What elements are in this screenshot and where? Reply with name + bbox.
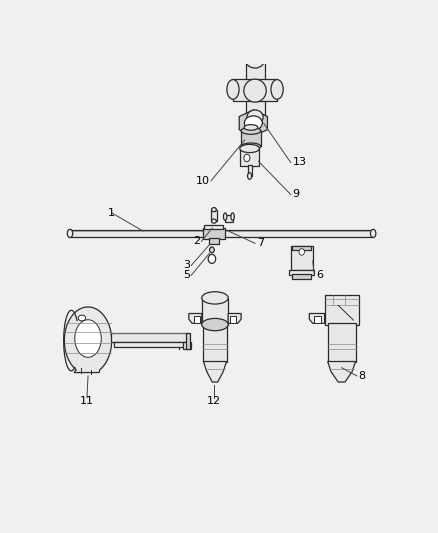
Ellipse shape bbox=[247, 110, 263, 125]
Ellipse shape bbox=[212, 219, 216, 223]
Bar bbox=[289, 270, 314, 276]
Bar bbox=[246, 63, 265, 87]
Ellipse shape bbox=[244, 116, 262, 130]
Ellipse shape bbox=[223, 213, 227, 220]
Bar bbox=[202, 298, 228, 325]
Bar bbox=[230, 316, 237, 322]
Text: 6: 6 bbox=[316, 270, 323, 280]
Ellipse shape bbox=[231, 213, 234, 220]
Bar bbox=[246, 93, 265, 115]
Text: 2: 2 bbox=[193, 236, 200, 246]
Bar bbox=[114, 342, 185, 347]
Ellipse shape bbox=[244, 154, 250, 161]
Ellipse shape bbox=[244, 125, 258, 130]
Text: 13: 13 bbox=[293, 157, 306, 167]
Polygon shape bbox=[64, 307, 112, 373]
Ellipse shape bbox=[208, 254, 215, 263]
Polygon shape bbox=[328, 361, 356, 382]
Bar bbox=[240, 149, 259, 166]
Bar bbox=[291, 246, 313, 270]
Ellipse shape bbox=[75, 320, 101, 357]
Polygon shape bbox=[239, 110, 268, 136]
Text: 12: 12 bbox=[207, 397, 221, 406]
Ellipse shape bbox=[78, 315, 86, 321]
Bar bbox=[247, 165, 251, 176]
Polygon shape bbox=[203, 361, 226, 382]
Bar bbox=[328, 322, 356, 361]
Ellipse shape bbox=[202, 318, 228, 330]
Bar bbox=[70, 230, 373, 237]
Bar bbox=[208, 238, 219, 244]
Bar bbox=[255, 79, 277, 101]
Bar bbox=[203, 322, 226, 361]
Ellipse shape bbox=[241, 143, 261, 150]
Ellipse shape bbox=[202, 292, 228, 304]
Polygon shape bbox=[228, 313, 241, 324]
Bar bbox=[204, 225, 223, 229]
Bar bbox=[293, 246, 311, 250]
Text: 9: 9 bbox=[293, 189, 300, 199]
Bar bbox=[111, 333, 187, 342]
Ellipse shape bbox=[271, 79, 283, 99]
Bar bbox=[186, 333, 190, 349]
Text: 5: 5 bbox=[183, 270, 190, 280]
Bar bbox=[194, 316, 200, 322]
Polygon shape bbox=[189, 313, 202, 324]
Bar bbox=[225, 215, 233, 222]
Ellipse shape bbox=[227, 79, 239, 99]
Ellipse shape bbox=[209, 247, 214, 253]
Text: 11: 11 bbox=[80, 397, 94, 406]
Bar bbox=[325, 295, 359, 325]
Bar bbox=[203, 228, 225, 239]
Ellipse shape bbox=[67, 229, 73, 238]
Bar bbox=[233, 79, 255, 101]
Text: 1: 1 bbox=[107, 208, 114, 218]
Bar bbox=[314, 316, 321, 322]
Text: 8: 8 bbox=[359, 371, 366, 381]
Ellipse shape bbox=[244, 79, 266, 102]
Ellipse shape bbox=[240, 144, 259, 152]
Text: 10: 10 bbox=[195, 176, 209, 186]
Bar bbox=[211, 209, 217, 221]
Ellipse shape bbox=[247, 173, 251, 179]
Ellipse shape bbox=[246, 52, 265, 68]
Ellipse shape bbox=[212, 207, 216, 212]
Polygon shape bbox=[309, 313, 325, 324]
Bar bbox=[293, 273, 311, 279]
Bar bbox=[183, 342, 191, 349]
Ellipse shape bbox=[299, 248, 304, 255]
Text: 7: 7 bbox=[257, 238, 264, 248]
Text: 3: 3 bbox=[183, 261, 190, 270]
Ellipse shape bbox=[371, 229, 376, 238]
Ellipse shape bbox=[241, 127, 261, 134]
Bar bbox=[241, 131, 261, 147]
